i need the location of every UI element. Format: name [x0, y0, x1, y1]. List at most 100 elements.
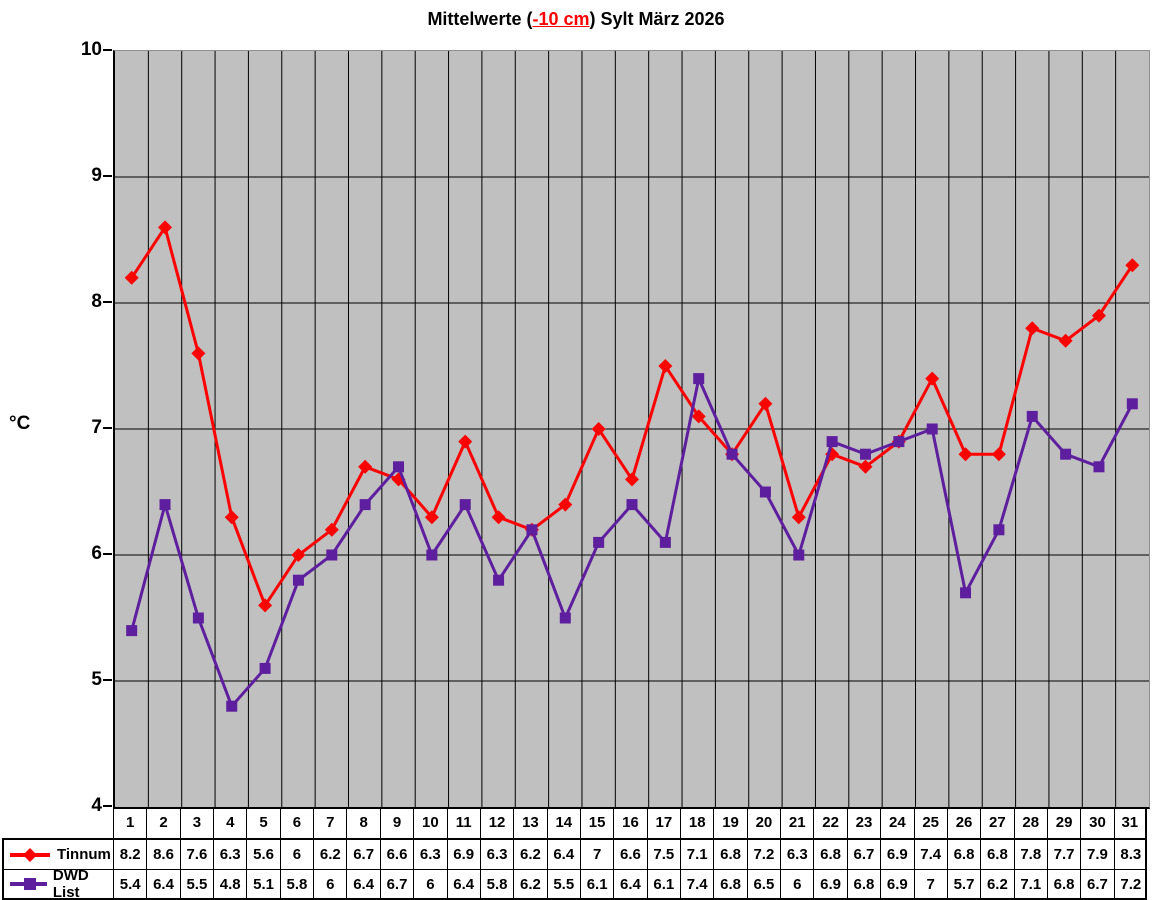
x-axis-day-label: 29	[1046, 808, 1080, 838]
table-value-cell: 5.5	[546, 869, 580, 898]
chart-title-highlight: -10 cm	[532, 9, 590, 29]
table-value-cell: 6	[413, 869, 447, 898]
table-value-cell: 6.7	[346, 840, 379, 869]
tinnum-marker	[591, 422, 606, 436]
dwd-list-marker	[526, 524, 538, 536]
dwd-list-marker	[493, 574, 505, 586]
tinnum-marker	[858, 459, 873, 474]
y-tick-label: 5	[91, 669, 102, 690]
dwd-list-marker	[893, 436, 905, 448]
chart-title-suffix: ) Sylt März 2026	[589, 9, 725, 29]
tinnum-marker	[1058, 333, 1073, 348]
x-axis-day-label: 1	[113, 808, 146, 838]
table-value-cell: 7.5	[646, 840, 680, 869]
tinnum-marker	[191, 346, 206, 361]
legend-item-tinnum: Tinnum	[4, 840, 113, 869]
table-value-cell: 6.2	[513, 840, 546, 869]
table-value-cell: 6.3	[213, 840, 246, 869]
dwd-list-marker	[1126, 398, 1138, 410]
x-axis-day-label: 13	[513, 808, 546, 838]
x-axis-day-label: 7	[313, 808, 346, 838]
x-axis-day-label: 2	[146, 808, 179, 838]
table-value-cell: 6.6	[613, 840, 646, 869]
dwd-list-marker	[559, 612, 571, 624]
table-value-cell: 7.7	[1046, 840, 1080, 869]
x-axis-day-label: 10	[413, 808, 446, 838]
table-value-cell: 5.4	[113, 869, 147, 898]
tinnum-marker	[1025, 321, 1040, 336]
table-value-cell: 7.1	[680, 840, 713, 869]
y-tick-label: 4	[91, 795, 102, 816]
plot-area	[113, 50, 1150, 809]
tinnum-marker	[558, 497, 573, 512]
tinnum-marker	[1125, 258, 1140, 273]
table-value-cell: 7.9	[1080, 840, 1113, 869]
dwd-list-marker	[259, 662, 271, 674]
y-tick-mark	[103, 427, 112, 429]
table-value-cell: 6	[313, 869, 347, 898]
table-value-cell: 6.9	[880, 840, 913, 869]
table-value-cell: 5.6	[246, 840, 279, 869]
dwd-list-marker	[393, 461, 405, 473]
table-value-cell: 7	[913, 869, 947, 898]
dwd-list-marker	[826, 436, 838, 448]
legend-item-dwd-list: DWD List	[4, 867, 113, 900]
y-tick-mark	[103, 175, 112, 177]
table-value-cell: 6.2	[313, 840, 346, 869]
x-axis-day-label: 8	[346, 808, 379, 838]
dwd-list-marker	[926, 423, 938, 435]
table-value-cell: 5.1	[246, 869, 280, 898]
x-axis-day-label: 4	[213, 808, 246, 838]
dwd-list-marker	[1093, 461, 1105, 473]
dwd-list-marker	[426, 549, 438, 561]
dwd-list-marker	[359, 499, 371, 511]
tinnum-marker	[358, 459, 373, 474]
table-value-cell: 7.2	[1113, 869, 1147, 898]
x-axis-day-label: 5	[246, 808, 279, 838]
table-value-cell: 6.7	[379, 869, 414, 898]
table-value-cell: 5.7	[946, 869, 981, 898]
table-value-cell: 6.2	[513, 869, 547, 898]
x-axis-day-label: 24	[880, 808, 913, 838]
legend-label: DWD List	[52, 867, 89, 900]
table-value-cell: 8.3	[1113, 840, 1147, 869]
x-axis-day-label: 22	[813, 808, 846, 838]
table-value-cell: 7.2	[746, 840, 780, 869]
table-value-cell: 5.8	[479, 869, 514, 898]
tinnum-marker	[124, 270, 139, 285]
table-value-cell: 6.8	[713, 840, 746, 869]
tinnum-marker	[625, 472, 639, 487]
x-axis-day-label: 3	[179, 808, 213, 838]
tinnum-marker	[958, 447, 973, 462]
dwd-list-marker	[726, 448, 738, 460]
x-axis-day-label: 28	[1013, 808, 1047, 838]
table-value-cell: 6.4	[546, 840, 580, 869]
table-value-cell: 6.8	[980, 840, 1013, 869]
dwd-list-marker	[459, 499, 471, 511]
legend-marker	[24, 878, 36, 890]
table-value-cell: 6.3	[780, 840, 813, 869]
table-value-cell: 5.5	[179, 869, 214, 898]
legend-label: Tinnum	[57, 846, 111, 863]
tinnum-marker	[491, 510, 506, 525]
table-value-cell: 6.8	[946, 840, 980, 869]
table-value-cell: 6.1	[646, 869, 681, 898]
legend-marker	[23, 847, 37, 862]
table-value-cell: 6.4	[146, 869, 180, 898]
dwd-list-marker	[793, 549, 805, 561]
y-tick-label: 9	[91, 165, 102, 186]
x-axis-day-label: 15	[579, 808, 613, 838]
table-value-cell: 7.4	[913, 840, 947, 869]
table-value-cell: 6.9	[446, 840, 480, 869]
dwd-list-marker	[1026, 410, 1038, 422]
x-axis-day-label: 31	[1113, 808, 1147, 838]
tinnum-marker	[324, 522, 339, 537]
tinnum-marker	[158, 220, 173, 235]
table-value-cell: 6.6	[379, 840, 413, 869]
table-value-cell: 7	[579, 840, 613, 869]
table-value-cell: 6.9	[813, 869, 847, 898]
table-value-cell: 6.4	[446, 869, 480, 898]
y-tick-mark	[103, 301, 112, 303]
table-value-cell: 8.6	[146, 840, 179, 869]
